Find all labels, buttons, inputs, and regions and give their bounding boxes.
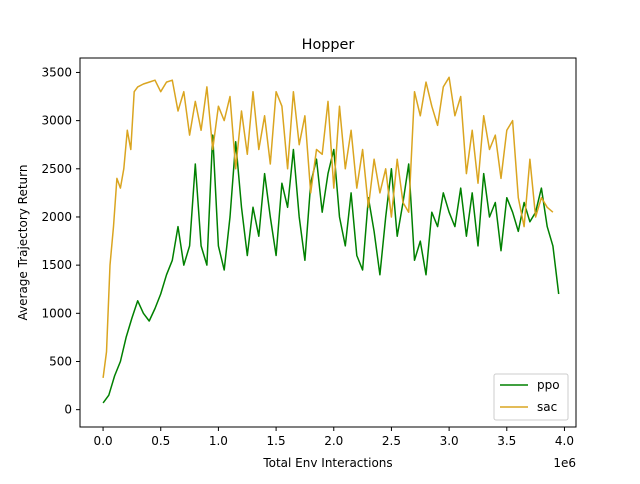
y-tick-label: 3000 — [41, 114, 72, 128]
x-tick-label: 0.0 — [94, 434, 113, 448]
legend: ppo sac — [493, 373, 569, 421]
x-tick-label: 1.5 — [267, 434, 286, 448]
x-tick-label: 3.0 — [440, 434, 459, 448]
series-line-ppo — [102, 134, 560, 404]
x-tick-label: 4.0 — [555, 434, 574, 448]
x-tick-label: 0.5 — [151, 434, 170, 448]
y-tick-label: 500 — [49, 354, 72, 368]
y-tick-label: 2000 — [41, 210, 72, 224]
x-axis-offset-label: 1e6 — [553, 456, 576, 470]
legend-ppo-label: ppo — [537, 378, 560, 392]
y-tick-label: 1000 — [41, 306, 72, 320]
series-line-sac — [102, 76, 554, 378]
y-tick-label: 2500 — [41, 162, 72, 176]
x-tick-label: 2.5 — [382, 434, 401, 448]
x-tick-label: 1.0 — [209, 434, 228, 448]
x-axis-ticks: 0.0 0.5 1.0 1.5 2.0 2.5 3.0 3.5 4.0 — [94, 427, 574, 448]
x-axis-label: Total Env Interactions — [262, 456, 392, 470]
y-axis-ticks: 0 500 1000 1500 2000 2500 3000 3500 — [41, 65, 80, 417]
y-tick-label: 3500 — [41, 65, 72, 79]
series-layer — [102, 76, 560, 404]
y-tick-label: 1500 — [41, 258, 72, 272]
chart-title: Hopper — [302, 37, 355, 53]
y-axis-label: Average Trajectory Return — [16, 165, 30, 321]
legend-sac-label: sac — [537, 400, 557, 414]
x-tick-label: 2.0 — [324, 434, 343, 448]
plot-frame — [79, 57, 577, 428]
y-tick-label: 0 — [64, 403, 72, 417]
x-tick-label: 3.5 — [497, 434, 516, 448]
